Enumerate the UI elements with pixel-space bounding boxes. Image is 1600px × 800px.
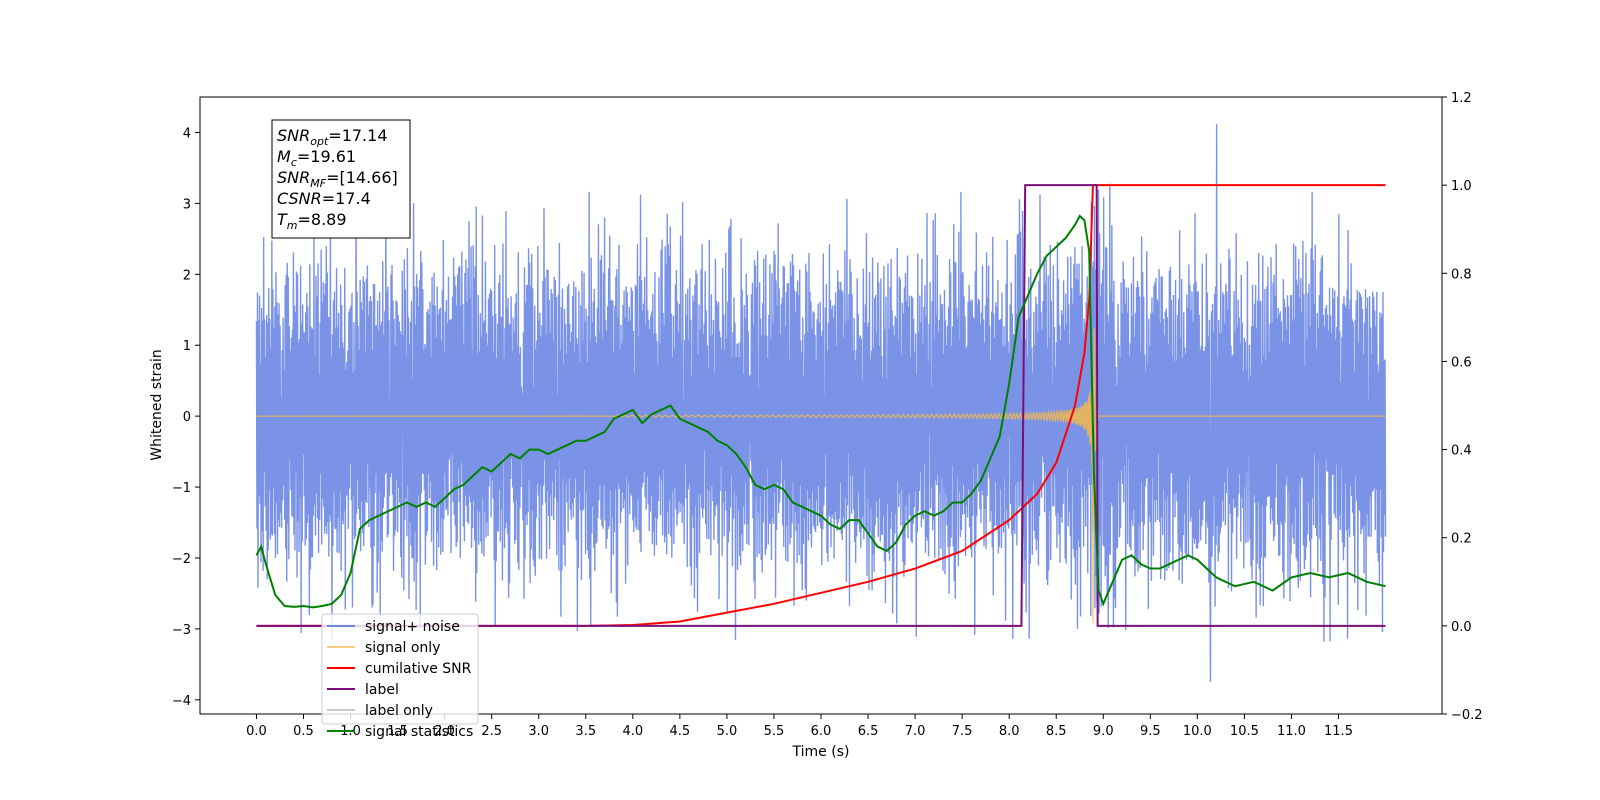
x-axis-label: Time (s) [792,744,850,760]
annotation-line: CSNR=17.4 [277,189,371,208]
x-tick-label: 3.0 [528,724,549,739]
x-tick-label: 8.0 [999,724,1020,739]
x-tick-label: 8.5 [1046,724,1067,739]
y-tick-label: 0 [183,410,191,425]
axes: 0.0 0.5 1.0 1.5 2.0 2.5 3.0 3.5 4.0 4.5 5.0 5.5 6.0 6… [172,91,1483,739]
legend-label: cumilative SNR [365,661,472,677]
y-tick-label: 2 [183,268,191,283]
y-tick-label: 4 [183,126,191,141]
x-tick-label: 4.5 [670,724,691,739]
annotation-line: Mc=19.61 [277,147,356,169]
x-tick-label: 5.5 [764,724,785,739]
x-tick-label: 10.5 [1230,724,1259,739]
annotation-line: SNRopt=17.14 [277,126,388,148]
y-tick-label: 3 [183,197,191,212]
legend-frame [321,613,479,725]
series-signal-statistics [255,214,1386,609]
x-tick-label: 11.5 [1324,724,1353,739]
series-cumulative-snr [256,184,1386,627]
x-tick-label: 5.0 [717,724,738,739]
series-signal-plus-noise [255,123,1387,683]
x-tick-label: 0.0 [246,724,267,739]
series-signal-only [256,328,1386,624]
y2-tick-label: 1.2 [1451,91,1472,106]
x-tick-label: 3.5 [575,724,596,739]
y-tick-label: −4 [172,694,191,709]
x-tick-label: 6.5 [858,724,879,739]
x-tick-label: 9.5 [1140,724,1161,739]
x-tick-label: 7.0 [905,724,926,739]
y2-tick-label: 0.4 [1451,444,1472,459]
y2-tick-label: 0.6 [1451,355,1472,370]
x-tick-label: 9.0 [1093,724,1114,739]
legend-label: signal+ noise [365,619,460,635]
stats-annotation-box: SNRopt=17.14Mc=19.61SNRMF=[14.66]CSNR=17… [271,119,411,239]
legend-label: signal only [365,640,440,656]
x-tick-label: 1.5 [387,724,408,739]
y2-tick-label: 0.8 [1451,267,1472,282]
annotation-line: Tm=8.89 [277,210,347,232]
x-tick-label: 6.0 [811,724,832,739]
y2-tick-label: 1.0 [1451,179,1472,194]
x-tick-label: 2.5 [481,724,502,739]
plot-area [255,123,1387,683]
legend-label: label [365,682,399,698]
y-axis-label: Whitened strain [149,349,165,460]
y2-tick-label: 0.0 [1451,620,1472,635]
x-tick-label: 2.0 [434,724,455,739]
legend-label: label only [365,703,433,719]
y2-tick-label: 0.2 [1451,532,1472,547]
x-tick-label: 10.0 [1183,724,1212,739]
annotation-box [271,119,411,239]
y-tick-label: −2 [172,552,191,567]
y2-tick-label: −0.2 [1451,708,1483,723]
y-tick-label: 1 [183,339,191,354]
legend: signal+ noise signal only cumilative SNR la… [321,613,479,740]
x-tick-label: 0.5 [293,724,314,739]
legend-label: signal statistics [365,724,473,740]
y-tick-label: −1 [172,481,191,496]
x-tick-label: 4.0 [622,724,643,739]
y-tick-label: −3 [172,623,191,638]
annotation-line: SNRMF=[14.66] [277,168,398,190]
x-tick-label: 11.0 [1277,724,1306,739]
x-tick-label: 7.5 [952,724,973,739]
